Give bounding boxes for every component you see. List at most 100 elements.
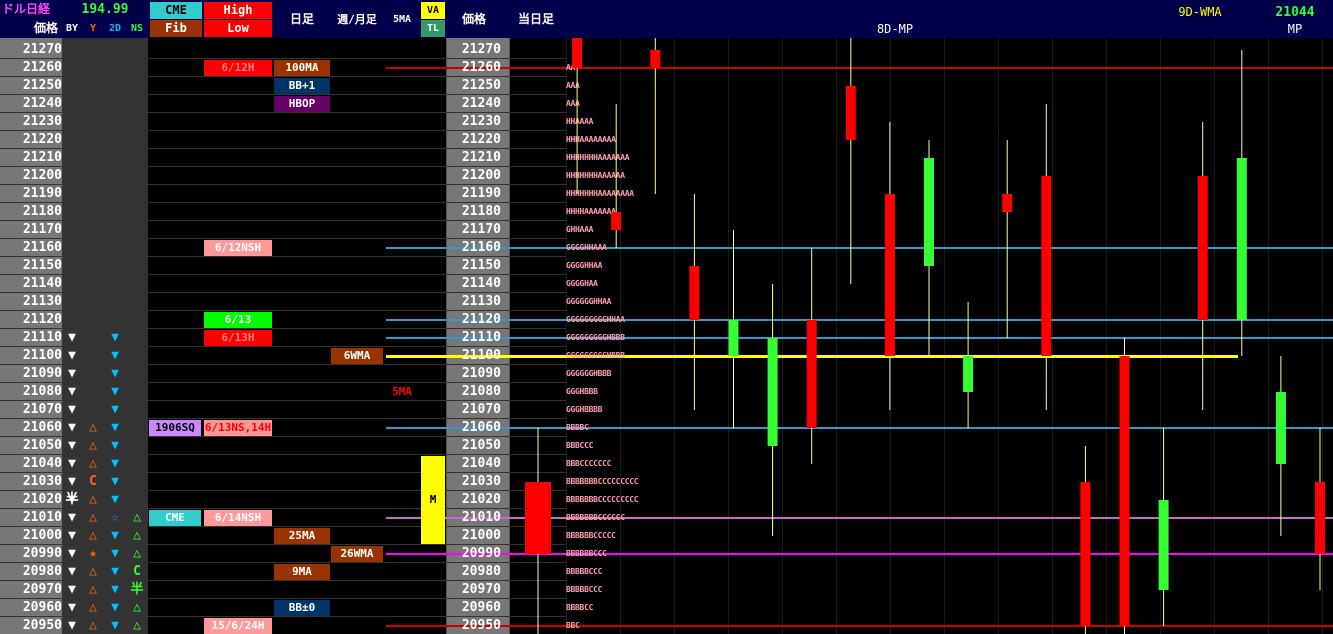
candle-body-down: [611, 212, 622, 230]
grid-line: [0, 166, 566, 167]
2d-marker-icon: ▼: [111, 528, 119, 543]
2d-marker-icon: ▼: [111, 546, 119, 561]
tpo-row: AA: [566, 63, 576, 72]
price-label: 21100: [22, 348, 62, 363]
price-label: 21200: [22, 168, 62, 183]
candle-body-up: [1236, 158, 1247, 320]
price-label-2: 21220: [461, 132, 501, 147]
candle-body-down: [689, 266, 700, 320]
price-label: 21090: [22, 366, 62, 381]
grid-line: [0, 418, 566, 419]
tpo-row: HHHHHHHAAAAAAAA: [566, 189, 634, 198]
grid-line: [0, 364, 566, 365]
by-marker-icon: ▼: [68, 474, 76, 489]
tpo-row: GGGGGGGGGHBBB: [566, 333, 625, 342]
low-header: Low: [204, 20, 272, 37]
y-marker-icon: △: [89, 420, 97, 435]
price-label-2: 21110: [461, 330, 501, 345]
grid-line: [0, 616, 566, 617]
y-marker-icon: △: [89, 456, 97, 471]
grid-line: [0, 238, 566, 239]
tpo-row: AAA: [566, 99, 580, 108]
value-area-block: [421, 456, 445, 544]
price-label: 21030: [22, 474, 62, 489]
by-marker-icon: ▼: [68, 564, 76, 579]
v-grid-line: [1106, 38, 1107, 634]
candle-body-up: [963, 356, 974, 392]
tpo-row: BBBCCC: [566, 441, 594, 450]
2d-marker-icon: ▼: [111, 420, 119, 435]
2d-marker-icon: ▼: [111, 582, 119, 597]
price-label: 21050: [22, 438, 62, 453]
price-label-2: 21120: [461, 312, 501, 327]
grid-line: [0, 256, 566, 257]
mp-header: MP: [1287, 22, 1303, 36]
grid-line: [0, 472, 566, 473]
y-marker-icon: △: [89, 492, 97, 507]
grid-line: [0, 454, 566, 455]
price-label-2: 20980: [461, 564, 501, 579]
grid-line: [0, 220, 566, 221]
price-label: 21230: [22, 114, 62, 129]
grid-line: [0, 562, 566, 563]
by-marker-icon: ▼: [68, 582, 76, 597]
2d-star-icon: ☆: [111, 510, 119, 525]
grid-line: [0, 94, 566, 95]
high-low-label: 6/13H: [204, 330, 272, 346]
price-level-line: [386, 625, 1333, 627]
by-marker-icon: ▼: [68, 330, 76, 345]
ns-marker-icon: △: [133, 546, 141, 561]
high-low-label: 15/6/24H: [204, 618, 272, 634]
y-marker-icon: C: [89, 474, 97, 489]
price-level-line: [386, 67, 1333, 69]
price-label-2: 21030: [461, 474, 501, 489]
grid-line: [0, 58, 566, 59]
price-label: 20960: [22, 600, 62, 615]
tpo-row: BBBBBBBCCCCCC: [566, 513, 625, 522]
price-level-line: [386, 517, 1333, 519]
high-low-label: 6/13NS,14H: [204, 420, 272, 436]
v-grid-line: [998, 38, 999, 634]
grid-line: [0, 292, 566, 293]
daily-ma-label: 100MA: [274, 60, 330, 76]
price-label-2: 21080: [461, 384, 501, 399]
high-header: High: [204, 2, 272, 19]
tpo-row: HHHHHHHAAAAAA: [566, 171, 625, 180]
9d-wma-header: 9D-WMA: [1178, 5, 1222, 19]
price-label: 21040: [22, 456, 62, 471]
price-label: 21070: [22, 402, 62, 417]
price-label: 20990: [22, 546, 62, 561]
weekly-header: 週/月足: [337, 13, 377, 26]
candle-body-up: [924, 158, 934, 266]
2d-marker-icon: ▼: [111, 402, 119, 417]
tpo-row: HHAAAA: [566, 117, 594, 126]
price-label-2: 21060: [461, 420, 501, 435]
price-level-line: [386, 553, 1333, 555]
price-label: 21160: [22, 240, 62, 255]
by-marker-icon: ▼: [68, 546, 76, 561]
high-low-label: 6/12H: [204, 60, 272, 76]
price-label: 21220: [22, 132, 62, 147]
grid-line: [0, 400, 566, 401]
price-label-2: 21190: [461, 186, 501, 201]
grid-line: [0, 202, 566, 203]
candle-body-down: [806, 320, 817, 428]
candle-body-up: [728, 320, 739, 356]
title: ドル日経: [2, 2, 51, 16]
grid-line: [0, 274, 566, 275]
price-level-line: [386, 337, 1333, 339]
price-label-2: 21160: [461, 240, 501, 255]
tpo-row: GGGGGGGGGHBBB: [566, 351, 625, 360]
price-label: 21240: [22, 96, 62, 111]
price-label-2: 21170: [461, 222, 501, 237]
candle-body-down: [845, 86, 856, 140]
tpo-row: BBBBBBCCC: [566, 549, 607, 558]
v-grid-line: [1268, 38, 1269, 634]
half-marker-icon: 半: [65, 492, 79, 507]
high-low-label: 6/12NSH: [204, 240, 272, 256]
by-marker-icon: ▼: [68, 348, 76, 363]
price-label: 20950: [22, 618, 62, 633]
v-grid-line: [944, 38, 945, 634]
2d-marker-icon: ▼: [111, 456, 119, 471]
